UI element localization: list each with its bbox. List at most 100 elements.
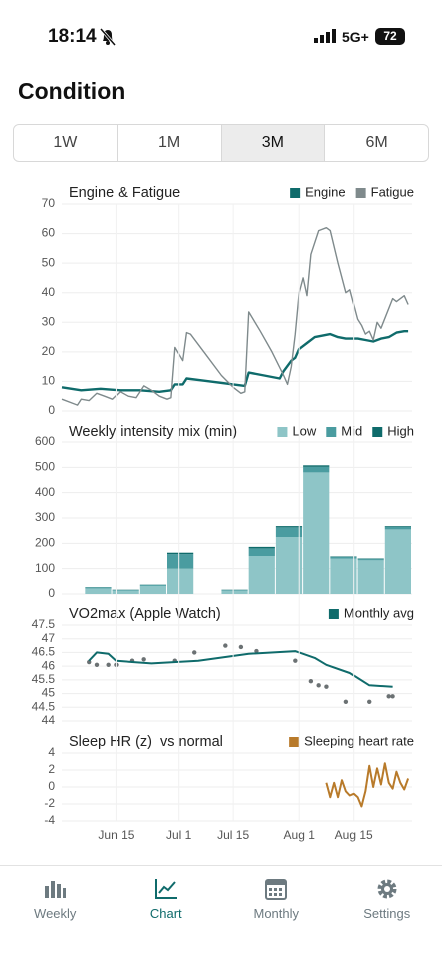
data-point	[390, 694, 394, 698]
bar-segment	[303, 465, 329, 467]
y-tick-label: 600	[35, 434, 55, 448]
y-tick-label: 4	[48, 745, 55, 759]
tab-label: Monthly	[221, 906, 332, 921]
data-point	[106, 663, 110, 667]
legend-label: Low	[292, 423, 316, 438]
tab-icon	[153, 876, 179, 902]
tab-item[interactable]: Monthly	[221, 866, 332, 961]
data-point	[367, 700, 371, 704]
y-tick-label: 0	[48, 779, 55, 793]
bar-segment	[249, 547, 275, 549]
series-line	[89, 651, 392, 687]
y-tick-label: 47	[42, 631, 56, 645]
y-tick-label: 46.5	[32, 645, 56, 659]
chart-subtitle: vs normal	[160, 734, 223, 750]
bar-segment	[358, 559, 384, 560]
y-tick-label: 60	[42, 226, 56, 240]
bar-segment	[276, 526, 302, 527]
bar-segment	[330, 559, 356, 594]
legend-swatch	[329, 609, 339, 619]
legend-label: Monthly avg	[344, 605, 414, 620]
legend-label: Sleeping heart rate	[304, 733, 414, 748]
y-tick-label: 20	[42, 344, 56, 358]
y-tick-label: 45	[42, 686, 56, 700]
bar-segment	[276, 527, 302, 537]
x-tick-label: Aug 1	[284, 828, 316, 842]
tab-label: Chart	[111, 906, 222, 921]
y-tick-label: 300	[35, 510, 55, 524]
y-tick-label: 400	[35, 485, 55, 499]
bar-segment	[221, 590, 247, 591]
tab-icon	[374, 876, 400, 902]
data-point	[324, 685, 328, 689]
legend-swatch	[356, 188, 366, 198]
tab-label: Weekly	[0, 906, 111, 921]
series-line	[62, 331, 408, 392]
bar-segment	[85, 588, 111, 594]
data-point	[141, 657, 145, 661]
legend-swatch	[277, 427, 287, 437]
chart-title: Sleep HR (z)	[69, 734, 152, 750]
x-tick-label: Jun 15	[98, 828, 134, 842]
x-tick-label: Jul 15	[217, 828, 249, 842]
y-tick-label: 0	[48, 403, 55, 417]
series-line	[62, 228, 408, 405]
tab-item[interactable]: Settings	[332, 866, 442, 961]
bar-segment	[221, 591, 247, 594]
data-point	[223, 643, 227, 647]
chart-title: VO2max (Apple Watch)	[69, 606, 221, 622]
bar-segment	[249, 556, 275, 594]
y-tick-label: 70	[42, 196, 56, 210]
bar-segment	[330, 557, 356, 558]
y-tick-label: 30	[42, 314, 56, 328]
x-tick-label: Aug 15	[335, 828, 373, 842]
bar-segment	[167, 553, 193, 555]
y-tick-label: 200	[35, 536, 55, 550]
data-point	[386, 694, 390, 698]
y-tick-label: 44.5	[32, 699, 56, 713]
bar-segment	[140, 585, 166, 586]
bar-segment	[385, 526, 411, 527]
chart-title: Weekly intensity mix (min)	[69, 424, 237, 440]
bar-segment	[303, 472, 329, 594]
y-tick-label: 44	[42, 713, 56, 727]
bar-segment	[330, 557, 356, 559]
tab-label: Settings	[332, 906, 442, 921]
legend-label: High	[387, 423, 414, 438]
y-tick-label: 500	[35, 460, 55, 474]
tab-item[interactable]: Weekly	[0, 866, 111, 961]
legend-swatch	[289, 737, 299, 747]
bar-segment	[167, 569, 193, 594]
y-tick-label: 47.5	[32, 617, 56, 631]
y-tick-label: 0	[48, 586, 55, 600]
y-tick-label: -2	[44, 796, 55, 810]
tab-icon	[42, 876, 68, 902]
data-point	[344, 700, 348, 704]
y-tick-label: 45.5	[32, 672, 56, 686]
y-tick-label: 46	[42, 658, 56, 672]
tab-icon	[263, 876, 289, 902]
data-point	[293, 658, 297, 662]
tab-item[interactable]: Chart	[111, 866, 222, 961]
bar-segment	[385, 527, 411, 530]
bar-segment	[249, 548, 275, 556]
data-point	[239, 645, 243, 649]
bar-segment	[140, 586, 166, 594]
legend-label: Mid	[341, 423, 362, 438]
y-tick-label: 10	[42, 374, 56, 388]
bar-segment	[358, 560, 384, 594]
data-point	[192, 650, 196, 654]
data-point	[316, 683, 320, 687]
bar-segment	[276, 537, 302, 594]
y-tick-label: 50	[42, 255, 56, 269]
y-tick-label: -4	[44, 813, 55, 827]
bar-segment	[358, 559, 384, 560]
bar-segment	[385, 529, 411, 594]
x-tick-label: Jul 1	[166, 828, 192, 842]
legend-label: Engine	[305, 184, 345, 199]
bar-segment	[167, 554, 193, 568]
y-tick-label: 2	[48, 762, 55, 776]
